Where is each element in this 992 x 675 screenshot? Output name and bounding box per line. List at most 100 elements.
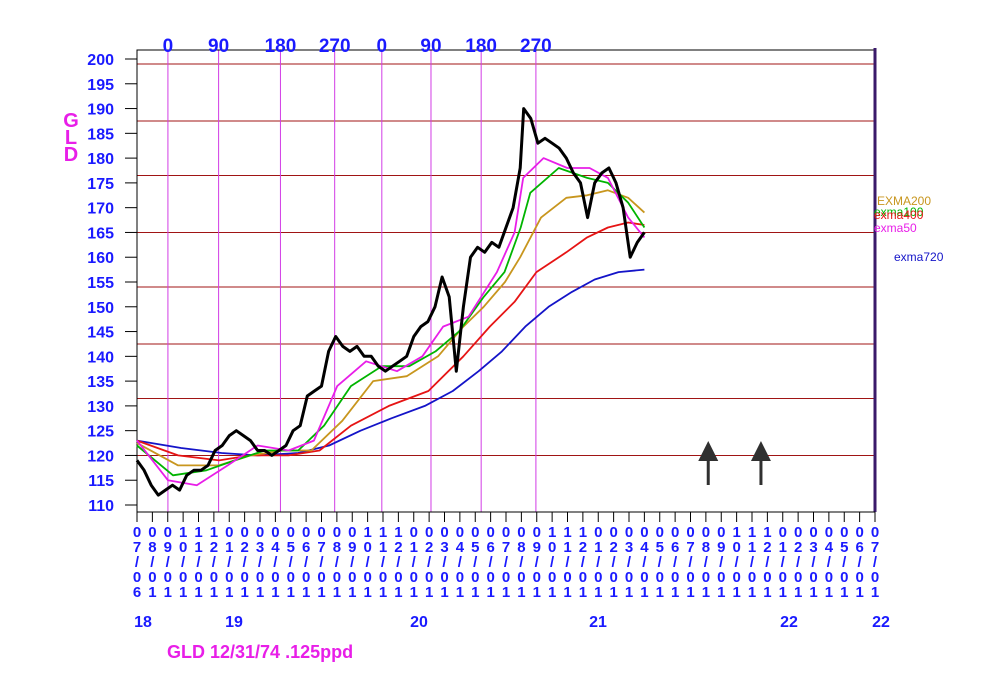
x-tick-label: 1 1/0 1 bbox=[748, 524, 756, 601]
y-tick-label: 180 bbox=[87, 151, 114, 168]
series-gld bbox=[135, 107, 646, 497]
cycle-labels: 0 90 180 270 0 90 180 270 bbox=[163, 36, 552, 57]
x-tick-label: 0 6/0 1 bbox=[855, 524, 863, 601]
x-tick-label: 0 7/0 1 bbox=[317, 524, 325, 601]
x-tick-label: 0 3/0 1 bbox=[809, 524, 817, 601]
x-tick-label: 0 1/0 1 bbox=[225, 524, 233, 601]
x-tick-label: 1 0/0 1 bbox=[732, 524, 740, 601]
horizontal-gridlines bbox=[137, 63, 875, 456]
x-tick-label: 0 2/0 1 bbox=[425, 524, 433, 601]
y-tick-label: 130 bbox=[87, 399, 114, 416]
x-tick-label: 0 2/0 1 bbox=[240, 524, 248, 601]
x-tick-label: 0 8/0 1 bbox=[148, 524, 156, 601]
cycle-label: 0 bbox=[163, 36, 174, 57]
legend-exma200: EXMA200 bbox=[877, 194, 931, 208]
cycle-label: 0 bbox=[377, 36, 388, 57]
y-tick-label: 110 bbox=[88, 498, 114, 515]
cycle-label: 180 bbox=[465, 36, 497, 57]
y-tick-label: 195 bbox=[87, 77, 114, 94]
x-tick-label: 0 5/0 1 bbox=[287, 524, 295, 601]
series-exma200 bbox=[136, 189, 646, 467]
series-lines bbox=[135, 107, 646, 497]
x-tick-label: 0 3/0 1 bbox=[440, 524, 448, 601]
series-exma100 bbox=[136, 167, 646, 477]
year-label: 20 bbox=[410, 614, 428, 631]
ylabel-char: G bbox=[63, 110, 79, 132]
x-tick-label: 0 6/0 1 bbox=[671, 524, 679, 601]
x-tick-label: 0 3/0 1 bbox=[256, 524, 264, 601]
ylabel-ticker: GLD bbox=[63, 110, 79, 166]
x-tick-label: 1 2/0 1 bbox=[579, 524, 587, 601]
x-tick-label: 1 0/0 1 bbox=[179, 524, 187, 601]
year-label: 18 bbox=[134, 614, 152, 631]
year-label: 19 bbox=[225, 614, 243, 631]
cycle-label: 90 bbox=[208, 36, 229, 57]
year-label: 22 bbox=[780, 614, 798, 631]
x-tick-label: 0 9/0 1 bbox=[348, 524, 356, 601]
x-tick-label: 1 2/0 1 bbox=[210, 524, 218, 601]
x-tick-label: 0 9/0 1 bbox=[164, 524, 172, 601]
series-exma400 bbox=[136, 221, 645, 462]
x-tick-label: 0 7/0 1 bbox=[502, 524, 510, 601]
y-tick-label: 170 bbox=[87, 201, 114, 218]
series-exma50 bbox=[136, 157, 646, 487]
x-tick-label: 0 5/0 1 bbox=[656, 524, 664, 601]
cycle-arrows bbox=[698, 441, 771, 485]
x-tick-label: 0 4/0 1 bbox=[271, 524, 280, 601]
x-tick-label: 0 4/0 1 bbox=[825, 524, 834, 601]
arrow-head bbox=[698, 441, 719, 461]
x-tick-label: 0 7/0 1 bbox=[686, 524, 694, 601]
cycle-label: 270 bbox=[520, 36, 552, 57]
series-exma720 bbox=[136, 268, 645, 457]
x-tick-label: 1 2/0 1 bbox=[763, 524, 771, 601]
y-tick-label: 125 bbox=[87, 424, 114, 441]
x-tick-label: 0 9/0 1 bbox=[533, 524, 541, 601]
y-tick-label: 190 bbox=[87, 102, 114, 119]
y-tick-label: 175 bbox=[87, 176, 114, 193]
y-axis-ticks: 110 115 120 125 130 135 140 145 150 155 160 165 170 1… bbox=[87, 52, 137, 515]
y-tick-label: 200 bbox=[87, 52, 114, 69]
y-tick-label: 185 bbox=[87, 126, 114, 143]
legend-exma50: exma50 bbox=[874, 221, 917, 235]
x-tick-label: 1 1/0 1 bbox=[379, 524, 387, 601]
x-tick-label: 0 4/0 1 bbox=[640, 524, 649, 601]
year-label: 21 bbox=[589, 614, 607, 631]
x-tick-label: 0 8/0 1 bbox=[517, 524, 525, 601]
cycle-label: 180 bbox=[265, 36, 297, 57]
x-tick-label: 0 2/0 1 bbox=[794, 524, 802, 601]
x-tick-label: 1 0/0 1 bbox=[363, 524, 371, 601]
x-tick-label: 0 1/0 1 bbox=[594, 524, 602, 601]
cycle-label: 90 bbox=[420, 36, 441, 57]
year-label: 22 bbox=[872, 614, 890, 631]
y-tick-label: 165 bbox=[87, 225, 114, 242]
legend-exma400: exma400 bbox=[874, 208, 924, 222]
y-tick-label: 155 bbox=[87, 275, 114, 292]
x-tick-label: 0 6/0 1 bbox=[486, 524, 494, 601]
x-tick-label: 1 1/0 1 bbox=[563, 524, 571, 601]
x-tick-label: 0 3/0 1 bbox=[625, 524, 633, 601]
y-tick-label: 115 bbox=[88, 473, 114, 490]
legend-exma720: exma720 bbox=[894, 250, 944, 264]
x-tick-label: 0 5/0 1 bbox=[471, 524, 479, 601]
x-tick-label: 1 2/0 1 bbox=[394, 524, 402, 601]
legend-exma100: exma100 bbox=[874, 205, 924, 219]
x-tick-label: 0 5/0 1 bbox=[840, 524, 848, 601]
x-tick-label: 0 9/0 1 bbox=[717, 524, 725, 601]
y-tick-label: 120 bbox=[87, 448, 114, 465]
x-tick-label: 0 2/0 1 bbox=[609, 524, 617, 601]
y-tick-label: 135 bbox=[87, 374, 114, 391]
y-tick-label: 150 bbox=[87, 300, 114, 317]
x-tick-label: 1 0/0 1 bbox=[548, 524, 556, 601]
arrow-head bbox=[750, 441, 771, 461]
x-tick-label: 1 1/0 1 bbox=[194, 524, 202, 601]
x-tick-label: 0 8/0 1 bbox=[702, 524, 710, 601]
y-tick-label: 160 bbox=[87, 250, 114, 267]
x-tick-label: 0 7/0 6 bbox=[133, 524, 141, 601]
y-tick-label: 140 bbox=[87, 349, 114, 366]
x-tick-label: 0 7/0 1 bbox=[871, 524, 879, 601]
x-tick-label: 0 6/0 1 bbox=[302, 524, 310, 601]
x-tick-label: 0 1/0 1 bbox=[779, 524, 787, 601]
ylabel-char: D bbox=[64, 144, 78, 166]
y-tick-label: 145 bbox=[87, 325, 114, 342]
